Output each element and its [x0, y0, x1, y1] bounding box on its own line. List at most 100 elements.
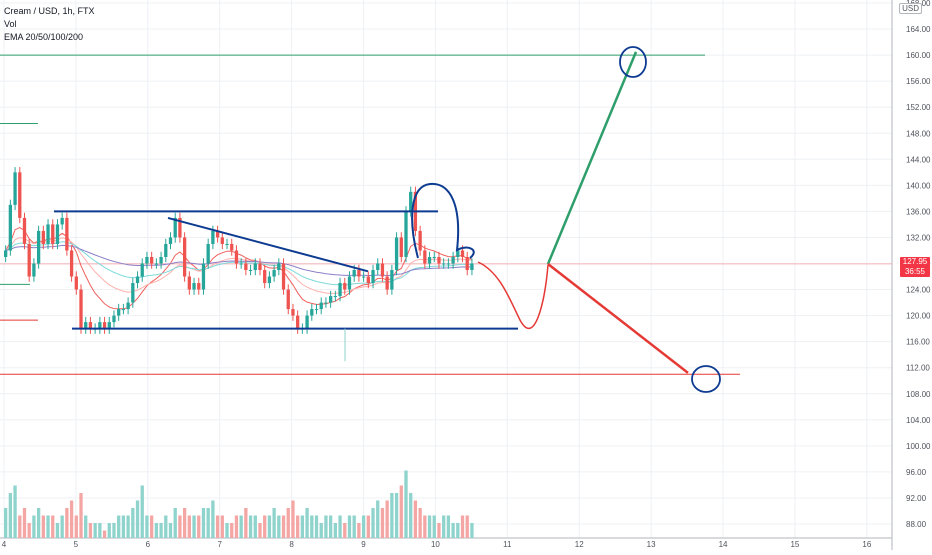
volume-bar	[352, 515, 356, 538]
candle-body	[102, 322, 107, 329]
candle-body	[206, 243, 210, 264]
price-tick-label: 140.00	[906, 181, 931, 190]
candle-body	[121, 309, 126, 311]
volume-bar	[263, 515, 267, 538]
volume-bar	[394, 493, 399, 538]
candle-body	[333, 296, 337, 298]
volume-bar	[173, 508, 177, 538]
candle-body	[404, 211, 408, 257]
ema-line	[5, 244, 472, 277]
volume-bar	[470, 523, 474, 538]
volume-bar	[267, 515, 272, 538]
volume-bar	[41, 515, 45, 538]
volume-bar	[371, 508, 375, 538]
candle-body	[215, 230, 220, 238]
volume-bar	[168, 523, 173, 538]
volume-bar	[357, 523, 361, 538]
volume-bar	[446, 515, 451, 538]
candle-body	[88, 322, 93, 329]
volume-bar	[248, 515, 253, 538]
volume-bar	[206, 508, 210, 538]
price-tick-label: 92.00	[906, 494, 927, 503]
volume-bar	[423, 515, 427, 538]
volume-bar	[319, 523, 323, 538]
candle-body	[291, 309, 295, 316]
candle-body	[272, 270, 276, 277]
volume-bar	[178, 515, 182, 538]
candle-body	[131, 283, 135, 303]
candle-body	[357, 270, 361, 277]
candle-body	[55, 224, 60, 244]
candle-body	[244, 263, 248, 271]
candle-body	[263, 270, 267, 284]
target-circle-down	[691, 365, 721, 393]
candle-body	[338, 283, 342, 297]
price-tick-label: 156.00	[906, 77, 931, 86]
candle-body	[84, 322, 88, 329]
candle-body	[380, 263, 385, 277]
volume-bar	[324, 515, 328, 538]
candle-body	[36, 230, 41, 264]
candle-body	[98, 322, 102, 329]
volume-bar	[277, 515, 281, 538]
volume-bar	[239, 515, 243, 538]
volume-bar	[310, 515, 314, 538]
price-tick-label: 120.00	[906, 312, 931, 321]
volume-bar	[131, 508, 135, 538]
candle-body	[107, 322, 111, 329]
volume-bar	[4, 508, 8, 538]
candle-body	[347, 276, 352, 290]
symbol-title[interactable]: Cream / USD, 1h, FTX	[4, 6, 95, 16]
candle-body	[319, 302, 323, 310]
volume-bar	[112, 523, 116, 538]
volume-bar	[126, 515, 130, 538]
candle-body	[465, 256, 469, 271]
volume-bar	[145, 515, 149, 538]
time-tick-label: 11	[503, 540, 512, 549]
price-tick-label: 136.00	[906, 207, 931, 216]
candle-body	[117, 309, 121, 316]
time-tick-label: 5	[74, 540, 79, 549]
time-tick-label: 15	[790, 540, 799, 549]
time-tick-label: 4	[2, 540, 7, 549]
volume-bar	[51, 515, 55, 538]
vol-indicator-label[interactable]: Vol	[4, 19, 17, 29]
candle-body	[376, 263, 380, 271]
volume-bar	[328, 515, 333, 538]
path-projection-curve	[477, 261, 549, 330]
last-price-value: 127.95	[902, 257, 928, 266]
candle-body	[451, 256, 455, 264]
volume-bar	[187, 515, 191, 538]
candle-body	[178, 217, 182, 238]
candle-body	[277, 263, 281, 271]
candle-body	[154, 263, 159, 265]
candle-body	[22, 217, 27, 244]
volume-bar	[74, 515, 78, 538]
time-tick-label: 10	[431, 540, 440, 549]
candle-body	[418, 230, 422, 251]
candle-body	[460, 250, 465, 257]
volume-bar	[409, 493, 413, 538]
candle-body	[328, 296, 333, 303]
price-tick-label: 112.00	[906, 364, 930, 373]
candle-body	[343, 283, 347, 290]
price-tick-label: 144.00	[906, 155, 931, 164]
time-tick-label: 13	[647, 540, 656, 549]
volume-bar	[117, 515, 121, 538]
volume-bar	[244, 508, 248, 538]
candle-body	[192, 283, 196, 290]
currency-badge[interactable]: USD	[899, 3, 922, 14]
cup-handle-drawing	[411, 182, 475, 259]
volume-bar	[13, 485, 17, 538]
price-tick-label: 116.00	[906, 338, 930, 347]
candle-body	[220, 237, 224, 244]
volume-bar	[102, 530, 107, 538]
volume-bar	[107, 523, 111, 538]
candle-body	[225, 243, 229, 245]
candle-body	[27, 243, 31, 277]
candle-body	[366, 276, 370, 284]
candle-body	[18, 172, 22, 218]
ema-indicator-label[interactable]: EMA 20/50/100/200	[4, 32, 84, 42]
